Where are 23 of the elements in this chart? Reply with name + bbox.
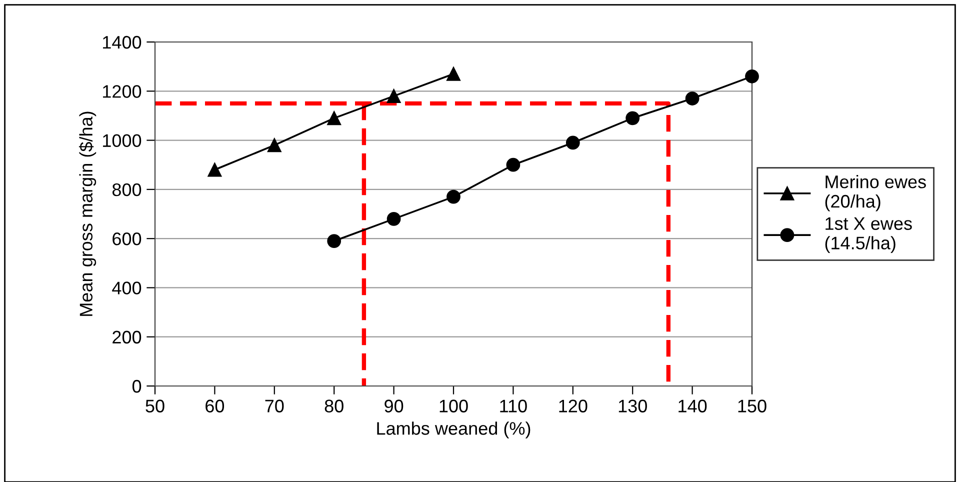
x-tick-label: 120 bbox=[559, 400, 588, 412]
y-tick-label: 0 bbox=[132, 380, 142, 393]
y-tick-label: 1200 bbox=[103, 85, 142, 98]
y-tick-label: 200 bbox=[112, 330, 142, 344]
y-tick-label: 400 bbox=[112, 282, 142, 294]
x-tick-label: 110 bbox=[500, 400, 527, 412]
x-tick-label: 90 bbox=[384, 400, 404, 412]
x-tick-label: 60 bbox=[206, 400, 224, 412]
x-tick-label: 150 bbox=[738, 400, 766, 412]
x-tick-label: 130 bbox=[618, 400, 647, 412]
y-axis-title: Mean gross margin ($/ha) bbox=[78, 112, 96, 316]
x-tick-label: 50 bbox=[146, 400, 164, 412]
y-tick-label: 600 bbox=[112, 232, 142, 246]
x-tick-label: 140 bbox=[678, 400, 707, 412]
x-tick-label: 70 bbox=[265, 400, 284, 412]
x-tick-label: 100 bbox=[440, 400, 468, 412]
x-tick-label: 80 bbox=[324, 400, 344, 412]
legend-label: Merino ewes (20/ha) bbox=[825, 175, 926, 212]
y-tick-label: 1400 bbox=[103, 36, 142, 49]
x-axis-title: Lambs weaned (%) bbox=[377, 422, 530, 438]
y-tick-label: 1000 bbox=[103, 134, 142, 148]
y-tick-label: 800 bbox=[112, 183, 142, 196]
legend-label: 1st X ewes (14.5/ha) bbox=[825, 217, 912, 253]
